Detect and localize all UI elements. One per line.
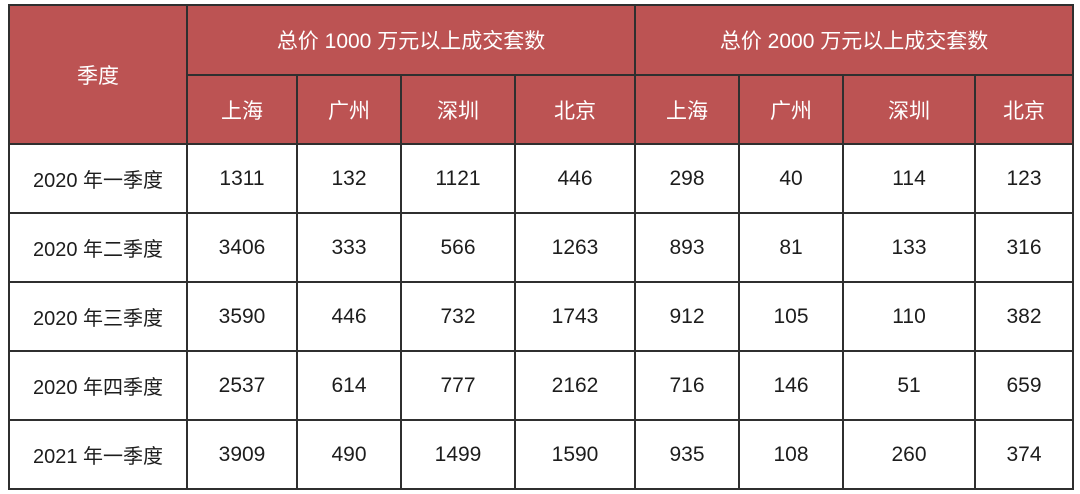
value-cell: 146: [738, 350, 845, 421]
table-row: 2020 年三季度 3590 446 732 1743 912 105 110 382: [8, 281, 1075, 352]
value-cell: 133: [842, 212, 977, 283]
city-header: 深圳: [400, 74, 516, 145]
table-row: 2020 年一季度 1311 132 1121 446 298 40 114 123: [8, 143, 1075, 214]
group-header-1000w: 总价 1000 万元以上成交套数: [185, 4, 637, 76]
value-cell: 51: [842, 350, 977, 421]
city-header: 上海: [186, 74, 298, 145]
value-cell: 105: [738, 281, 845, 352]
quarter-cell: 2020 年二季度: [8, 212, 188, 283]
value-cell: 614: [296, 350, 402, 421]
value-cell: 2162: [513, 350, 637, 421]
value-cell: 3909: [186, 419, 298, 490]
city-header-row: 上海 广州 深圳 北京 上海 广州 深圳 北京: [9, 74, 1075, 145]
table-body: 2020 年一季度 1311 132 1121 446 298 40 114 123 2020 年…: [8, 143, 1075, 490]
value-cell: 1263: [513, 212, 637, 283]
value-cell: 260: [842, 419, 977, 490]
value-cell: 1590: [513, 419, 637, 490]
value-cell: 2537: [186, 350, 298, 421]
value-cell: 3590: [186, 281, 298, 352]
value-cell: 935: [634, 419, 741, 490]
value-cell: 912: [634, 281, 741, 352]
value-cell: 333: [296, 212, 402, 283]
value-cell: 446: [513, 143, 637, 214]
value-cell: 298: [634, 143, 741, 214]
group-header-2000w: 总价 2000 万元以上成交套数: [634, 4, 1075, 76]
quarter-column-header: 季度: [8, 4, 188, 145]
table-row: 2020 年四季度 2537 614 777 2162 716 146 51 659: [8, 350, 1075, 421]
quarter-cell: 2021 年一季度: [8, 419, 188, 490]
value-cell: 114: [842, 143, 977, 214]
value-cell: 1311: [186, 143, 298, 214]
value-cell: 716: [634, 350, 741, 421]
value-cell: 490: [296, 419, 402, 490]
value-cell: 1121: [400, 143, 516, 214]
value-cell: 132: [296, 143, 402, 214]
table-row: 2021 年一季度 3909 490 1499 1590 935 108 260 374: [8, 419, 1075, 490]
value-cell: 40: [738, 143, 845, 214]
city-header: 上海: [634, 74, 741, 145]
value-cell: 108: [738, 419, 845, 490]
value-cell: 446: [296, 281, 402, 352]
value-cell: 374: [974, 419, 1075, 490]
quarterly-transactions-table: 季度 总价 1000 万元以上成交套数 总价 2000 万元以上成交套数 上海广…: [8, 4, 1075, 490]
value-cell: 123: [974, 143, 1075, 214]
city-header: 深圳: [842, 74, 977, 145]
city-header: 广州: [296, 74, 402, 145]
value-cell: 893: [634, 212, 741, 283]
city-header: 北京: [513, 74, 637, 145]
group-header-row: 季度 总价 1000 万元以上成交套数 总价 2000 万元以上成交套数: [8, 4, 1075, 145]
value-cell: 382: [974, 281, 1075, 352]
city-header: 广州: [738, 74, 845, 145]
value-cell: 732: [400, 281, 516, 352]
quarter-cell: 2020 年一季度: [8, 143, 188, 214]
quarter-cell: 2020 年三季度: [8, 281, 188, 352]
value-cell: 659: [974, 350, 1075, 421]
value-cell: 81: [738, 212, 845, 283]
value-cell: 316: [974, 212, 1075, 283]
value-cell: 3406: [186, 212, 298, 283]
city-header: 北京: [974, 74, 1075, 145]
value-cell: 1743: [513, 281, 637, 352]
value-cell: 1499: [400, 419, 516, 490]
value-cell: 566: [400, 212, 516, 283]
table-row: 2020 年二季度 3406 333 566 1263 893 81 133 316: [8, 212, 1075, 283]
value-cell: 110: [842, 281, 977, 352]
quarter-cell: 2020 年四季度: [8, 350, 188, 421]
value-cell: 777: [400, 350, 516, 421]
